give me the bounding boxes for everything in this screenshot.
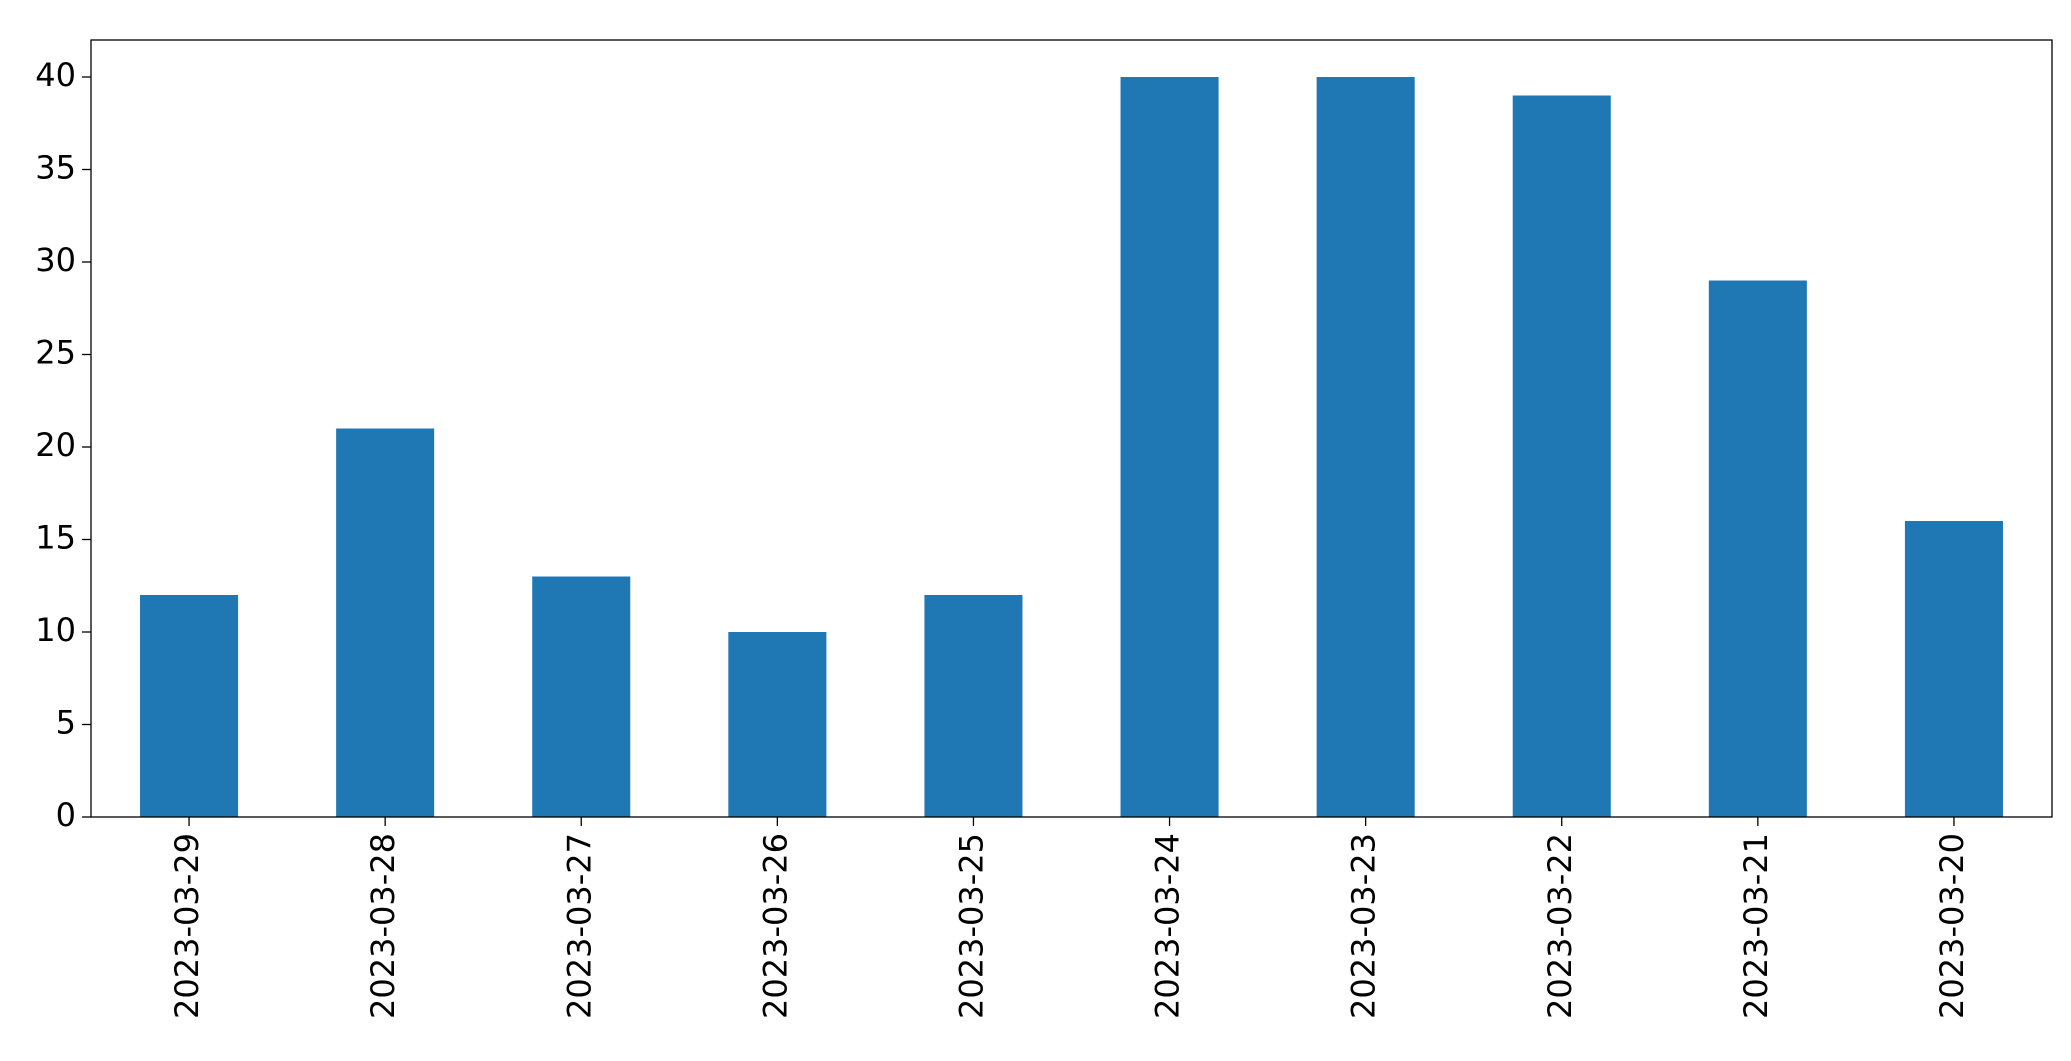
bar <box>336 428 435 817</box>
bar <box>1316 77 1415 817</box>
x-tick-label: 2023-03-29 <box>168 833 206 1019</box>
y-tick-label: 20 <box>35 426 76 464</box>
bar <box>1120 77 1219 817</box>
bar <box>924 595 1023 817</box>
y-tick-label: 10 <box>35 611 76 649</box>
x-tick-label: 2023-03-24 <box>1149 833 1187 1019</box>
x-tick-label: 2023-03-27 <box>560 833 598 1019</box>
bar <box>728 632 827 817</box>
y-tick-label: 35 <box>35 149 76 187</box>
y-tick-label: 40 <box>35 56 76 94</box>
y-tick-label: 15 <box>35 519 76 557</box>
x-tick-label: 2023-03-21 <box>1737 833 1775 1019</box>
y-tick-label: 25 <box>35 334 76 372</box>
y-tick-label: 30 <box>35 241 76 279</box>
bar <box>1904 521 2003 817</box>
y-tick-label: 5 <box>56 704 76 742</box>
bar <box>140 595 239 817</box>
bar <box>1512 95 1611 817</box>
x-tick-label: 2023-03-26 <box>756 833 794 1019</box>
x-tick-label: 2023-03-25 <box>952 833 990 1019</box>
bar <box>1708 280 1807 817</box>
x-tick-label: 2023-03-22 <box>1541 833 1579 1019</box>
bar <box>532 576 631 817</box>
x-tick-label: 2023-03-20 <box>1933 833 1971 1019</box>
x-tick-label: 2023-03-28 <box>364 833 402 1019</box>
y-tick-label: 0 <box>56 796 76 834</box>
plot-frame <box>90 39 2053 818</box>
x-tick-label: 2023-03-23 <box>1345 833 1383 1019</box>
